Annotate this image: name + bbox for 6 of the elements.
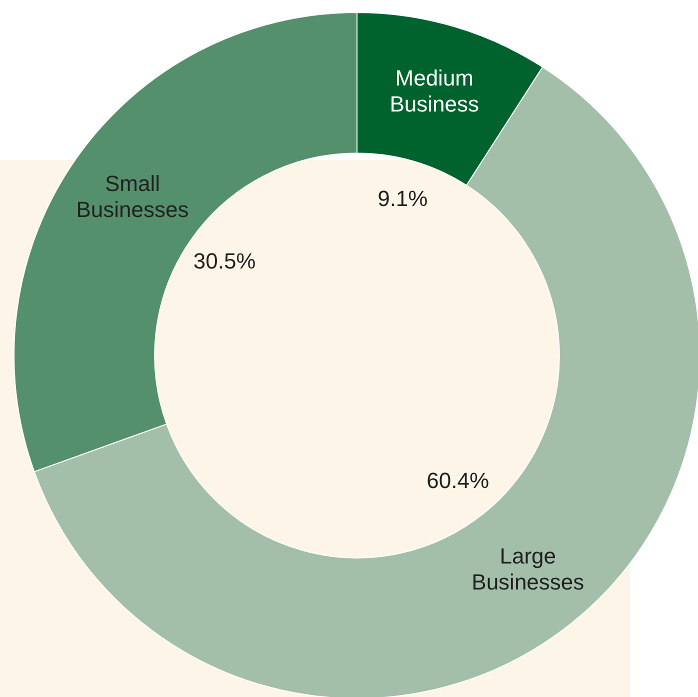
data-label: 30.5% [193, 248, 256, 274]
slice-label: Medium Business [390, 65, 480, 116]
data-label: 9.1% [378, 186, 428, 212]
slice-label: Large Businesses [472, 543, 584, 594]
slice-label: Small Businesses [76, 170, 189, 222]
data-label: 60.4% [426, 468, 490, 494]
